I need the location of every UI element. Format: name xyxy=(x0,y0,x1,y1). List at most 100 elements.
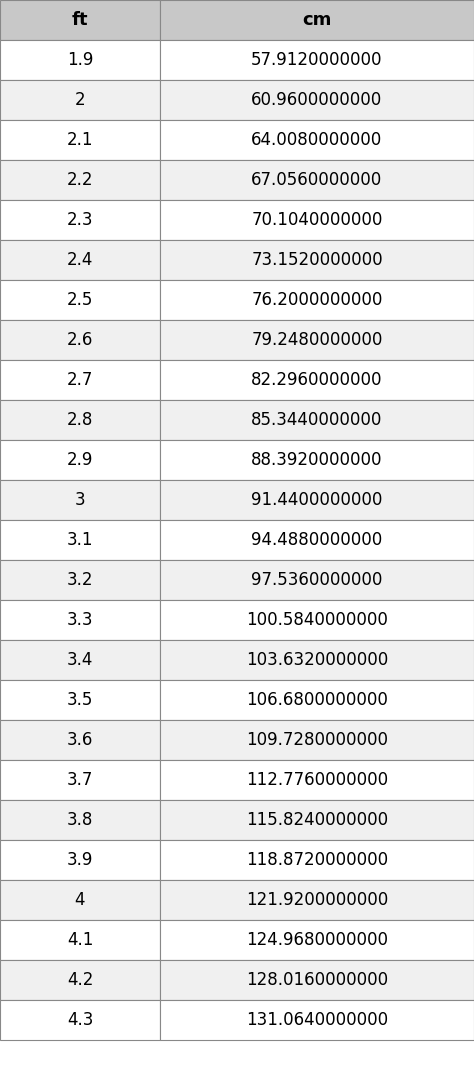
Text: 76.2000000000: 76.2000000000 xyxy=(251,291,383,309)
Bar xyxy=(0,200,160,240)
Bar xyxy=(160,200,474,240)
Bar xyxy=(0,640,160,680)
Bar xyxy=(0,320,160,360)
Bar xyxy=(0,1001,160,1040)
Bar xyxy=(0,600,160,640)
Text: 60.9600000000: 60.9600000000 xyxy=(251,90,383,109)
Bar xyxy=(160,1001,474,1040)
Bar xyxy=(0,760,160,800)
Bar xyxy=(160,520,474,560)
Text: 73.1520000000: 73.1520000000 xyxy=(251,251,383,269)
Bar xyxy=(160,640,474,680)
Text: 70.1040000000: 70.1040000000 xyxy=(251,211,383,229)
Bar xyxy=(0,280,160,320)
Bar xyxy=(160,800,474,840)
Bar xyxy=(160,320,474,360)
Bar xyxy=(160,960,474,1001)
Bar xyxy=(0,960,160,1001)
Text: 3.4: 3.4 xyxy=(67,651,93,669)
Text: 3.3: 3.3 xyxy=(67,611,93,629)
Bar xyxy=(0,560,160,600)
Text: 88.3920000000: 88.3920000000 xyxy=(251,451,383,468)
Text: 2.5: 2.5 xyxy=(67,291,93,309)
Bar xyxy=(0,680,160,721)
Text: 97.5360000000: 97.5360000000 xyxy=(251,571,383,589)
Bar xyxy=(0,440,160,480)
Bar xyxy=(160,0,474,40)
Text: 121.9200000000: 121.9200000000 xyxy=(246,891,388,909)
Text: 2.2: 2.2 xyxy=(67,171,93,188)
Bar xyxy=(0,721,160,760)
Text: 124.9680000000: 124.9680000000 xyxy=(246,931,388,949)
Bar xyxy=(160,680,474,721)
Text: 4: 4 xyxy=(75,891,85,909)
Text: 128.0160000000: 128.0160000000 xyxy=(246,971,388,989)
Text: 82.2960000000: 82.2960000000 xyxy=(251,370,383,389)
Text: 3.8: 3.8 xyxy=(67,811,93,829)
Text: 64.0080000000: 64.0080000000 xyxy=(251,131,383,149)
Bar xyxy=(0,880,160,920)
Text: 79.2480000000: 79.2480000000 xyxy=(251,331,383,349)
Bar xyxy=(0,240,160,280)
Text: ft: ft xyxy=(72,11,88,29)
Bar xyxy=(160,920,474,960)
Bar xyxy=(160,80,474,120)
Bar xyxy=(0,0,160,40)
Bar xyxy=(160,600,474,640)
Text: 3.5: 3.5 xyxy=(67,691,93,709)
Text: 115.8240000000: 115.8240000000 xyxy=(246,811,388,829)
Text: 2.7: 2.7 xyxy=(67,370,93,389)
Bar xyxy=(160,360,474,400)
Text: 91.4400000000: 91.4400000000 xyxy=(251,491,383,509)
Text: 4.1: 4.1 xyxy=(67,931,93,949)
Text: 94.4880000000: 94.4880000000 xyxy=(251,531,383,549)
Bar xyxy=(0,840,160,880)
Text: 3.9: 3.9 xyxy=(67,851,93,869)
Bar xyxy=(160,240,474,280)
Text: 3.7: 3.7 xyxy=(67,771,93,789)
Bar xyxy=(0,120,160,160)
Bar xyxy=(160,840,474,880)
Text: 4.2: 4.2 xyxy=(67,971,93,989)
Bar xyxy=(0,40,160,80)
Bar xyxy=(160,560,474,600)
Bar xyxy=(0,360,160,400)
Bar xyxy=(0,400,160,440)
Text: 67.0560000000: 67.0560000000 xyxy=(251,171,383,188)
Bar xyxy=(160,760,474,800)
Bar xyxy=(0,520,160,560)
Bar xyxy=(0,800,160,840)
Bar xyxy=(160,440,474,480)
Text: 2.6: 2.6 xyxy=(67,331,93,349)
Text: 1.9: 1.9 xyxy=(67,51,93,69)
Text: 109.7280000000: 109.7280000000 xyxy=(246,731,388,749)
Text: 106.6800000000: 106.6800000000 xyxy=(246,691,388,709)
Text: 3.2: 3.2 xyxy=(67,571,93,589)
Bar xyxy=(160,721,474,760)
Text: 118.8720000000: 118.8720000000 xyxy=(246,851,388,869)
Text: 3: 3 xyxy=(75,491,85,509)
Text: cm: cm xyxy=(302,11,332,29)
Text: 2: 2 xyxy=(75,90,85,109)
Text: 103.6320000000: 103.6320000000 xyxy=(246,651,388,669)
Bar xyxy=(160,280,474,320)
Text: 3.1: 3.1 xyxy=(67,531,93,549)
Text: 131.0640000000: 131.0640000000 xyxy=(246,1011,388,1029)
Text: 112.7760000000: 112.7760000000 xyxy=(246,771,388,789)
Text: 57.9120000000: 57.9120000000 xyxy=(251,51,383,69)
Bar xyxy=(160,400,474,440)
Bar xyxy=(160,880,474,920)
Text: 85.3440000000: 85.3440000000 xyxy=(251,411,383,429)
Text: 2.4: 2.4 xyxy=(67,251,93,269)
Bar xyxy=(160,160,474,200)
Bar xyxy=(0,80,160,120)
Bar xyxy=(160,120,474,160)
Text: 2.3: 2.3 xyxy=(67,211,93,229)
Bar xyxy=(160,40,474,80)
Bar xyxy=(0,920,160,960)
Text: 100.5840000000: 100.5840000000 xyxy=(246,611,388,629)
Bar xyxy=(0,160,160,200)
Bar xyxy=(0,480,160,520)
Text: 2.9: 2.9 xyxy=(67,451,93,468)
Text: 3.6: 3.6 xyxy=(67,731,93,749)
